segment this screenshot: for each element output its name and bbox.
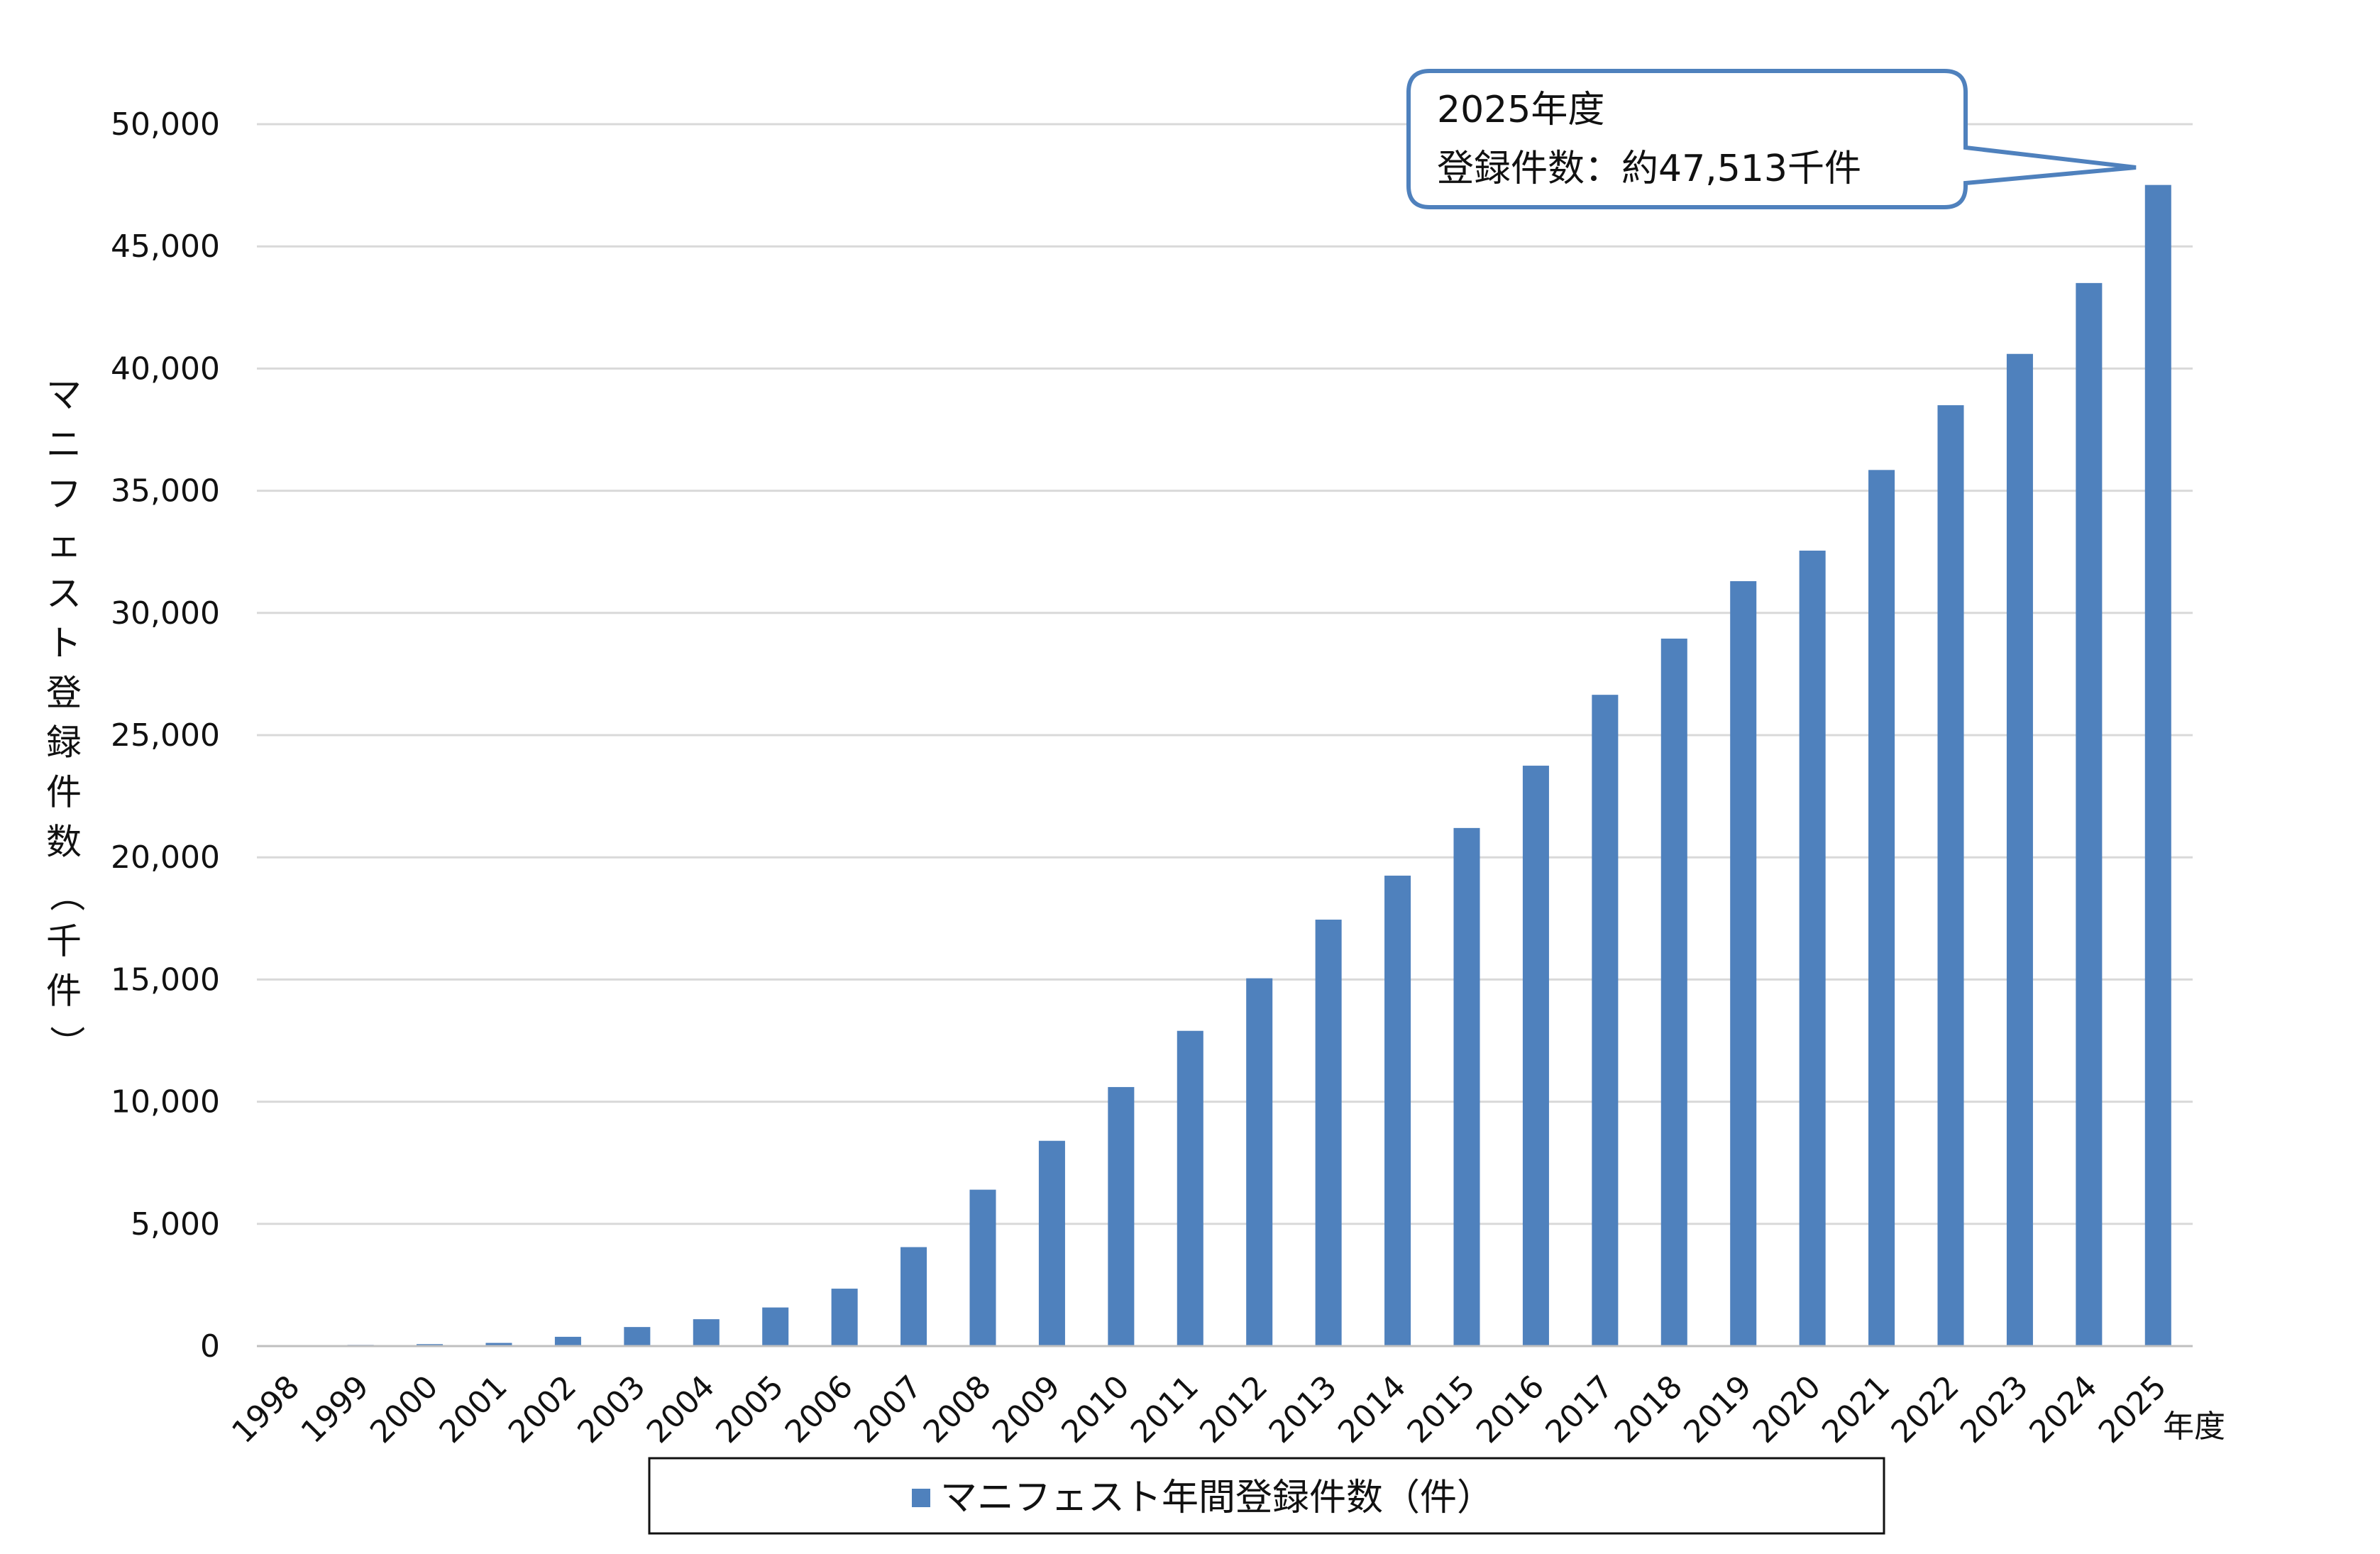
y-tick-label: 0 (200, 1328, 220, 1365)
bar-2005 (762, 1307, 789, 1346)
y-axis-label-char: （ (46, 876, 87, 912)
x-tick-label: 2020 (1746, 1369, 1828, 1450)
bar-2017 (1592, 695, 1619, 1346)
y-axis-label-char: 千 (46, 921, 82, 962)
bar-2008 (969, 1189, 996, 1346)
bar-2022 (1937, 405, 1964, 1346)
bar-2015 (1453, 827, 1480, 1346)
x-tick-label: 2014 (1331, 1369, 1413, 1450)
x-tick-label: 2011 (1124, 1369, 1206, 1450)
x-tick-label: 2013 (1262, 1369, 1344, 1450)
legend: マニフェスト年間登録件数（件） (648, 1457, 1885, 1535)
y-axis-label-char: 件 (46, 971, 82, 1012)
x-tick-label: 2022 (1885, 1369, 1966, 1450)
bar-2010 (1108, 1086, 1135, 1346)
bar-2021 (1868, 470, 1895, 1347)
x-tick-label: 2019 (1677, 1369, 1758, 1450)
y-axis-label-char: フ (46, 474, 82, 515)
y-axis-label-char: マ (46, 375, 82, 416)
callout-line-1: 2025年度 (1437, 89, 1604, 131)
bar-2011 (1177, 1030, 1203, 1346)
x-tick-label: 2001 (433, 1369, 514, 1450)
bar-2018 (1660, 638, 1687, 1346)
x-tick-label: 1998 (225, 1369, 307, 1450)
legend-label: マニフェスト年間登録件数（件） (940, 1477, 1494, 1519)
bar-2006 (831, 1289, 858, 1346)
y-axis-label-char: ） (46, 1025, 87, 1061)
x-tick-label: 2003 (571, 1369, 652, 1450)
y-tick-label: 5,000 (131, 1206, 220, 1242)
x-tick-label: 2004 (640, 1369, 722, 1450)
bar-2020 (1799, 550, 1826, 1346)
x-tick-label: 2006 (778, 1369, 860, 1450)
x-tick-label: 2021 (1815, 1369, 1897, 1450)
bar-2023 (2006, 353, 2033, 1347)
bar-2012 (1246, 978, 1273, 1346)
x-axis-unit-label: 年度 (2163, 1409, 2225, 1445)
x-tick-label: 2017 (1538, 1369, 1620, 1450)
x-tick-label: 2000 (363, 1369, 445, 1450)
y-axis-ticks: 0 5,000 10,000 15,000 20,000 25,000 30,000 35,0… (111, 106, 220, 1365)
y-tick-label: 15,000 (111, 961, 220, 998)
y-tick-label: 10,000 (111, 1084, 220, 1120)
bars (347, 184, 2171, 1347)
bar-2004 (693, 1319, 720, 1346)
y-axis-label-char: 件 (46, 772, 82, 813)
x-tick-label: 2016 (1470, 1369, 1551, 1450)
callout-line-2: 登録件数：約47,513千件 (1437, 148, 1861, 190)
bar-2024 (2076, 282, 2103, 1346)
y-tick-label: 45,000 (111, 228, 220, 265)
bar-2025 (2144, 184, 2171, 1346)
x-tick-label: 2024 (2022, 1369, 2104, 1450)
x-tick-label: 1999 (294, 1369, 376, 1450)
x-tick-label: 2010 (1054, 1369, 1136, 1450)
x-tick-label: 2023 (1954, 1369, 2035, 1450)
x-axis-ticks: 1998199920002001200220032004200520062007… (225, 1369, 2174, 1450)
callout: 2025年度 登録件数：約47,513千件 (1406, 69, 2137, 209)
y-tick-label: 20,000 (111, 839, 220, 876)
bar-2002 (554, 1336, 581, 1346)
y-tick-label: 25,000 (111, 717, 220, 754)
bar-2003 (624, 1327, 651, 1346)
x-tick-label: 2007 (847, 1369, 929, 1450)
y-axis-label-char: ト (46, 623, 82, 664)
y-axis-label-char: 数 (46, 822, 82, 863)
x-tick-label: 2008 (917, 1369, 998, 1450)
y-axis-label-char: 録 (46, 722, 82, 764)
y-tick-label: 35,000 (111, 473, 220, 509)
x-tick-label: 2009 (986, 1369, 1067, 1450)
bar-2001 (485, 1343, 512, 1346)
y-tick-label: 50,000 (111, 106, 220, 143)
callout-box (1406, 69, 2137, 209)
bar-2019 (1730, 581, 1757, 1346)
y-axis-label-char: ニ (46, 424, 82, 465)
y-axis-label-char: 登 (46, 673, 82, 714)
y-axis-label-char: ェ (46, 524, 82, 565)
x-tick-label: 2018 (1608, 1369, 1690, 1450)
y-tick-label: 40,000 (111, 351, 220, 387)
gridlines (257, 123, 2193, 1225)
bar-2009 (1038, 1140, 1065, 1346)
x-tick-label: 2015 (1401, 1369, 1482, 1450)
x-tick-label: 2005 (709, 1369, 790, 1450)
legend-box (648, 1457, 1885, 1535)
y-tick-label: 30,000 (111, 595, 220, 632)
x-tick-label: 2025 (2092, 1369, 2174, 1450)
bar-2014 (1384, 876, 1411, 1346)
x-tick-label: 2002 (502, 1369, 583, 1450)
y-axis-label-char: ス (46, 573, 82, 615)
bar-2016 (1522, 766, 1549, 1346)
bar-2007 (900, 1247, 927, 1346)
bar-2013 (1315, 920, 1342, 1346)
x-tick-label: 2012 (1193, 1369, 1274, 1450)
legend-swatch (912, 1489, 930, 1507)
